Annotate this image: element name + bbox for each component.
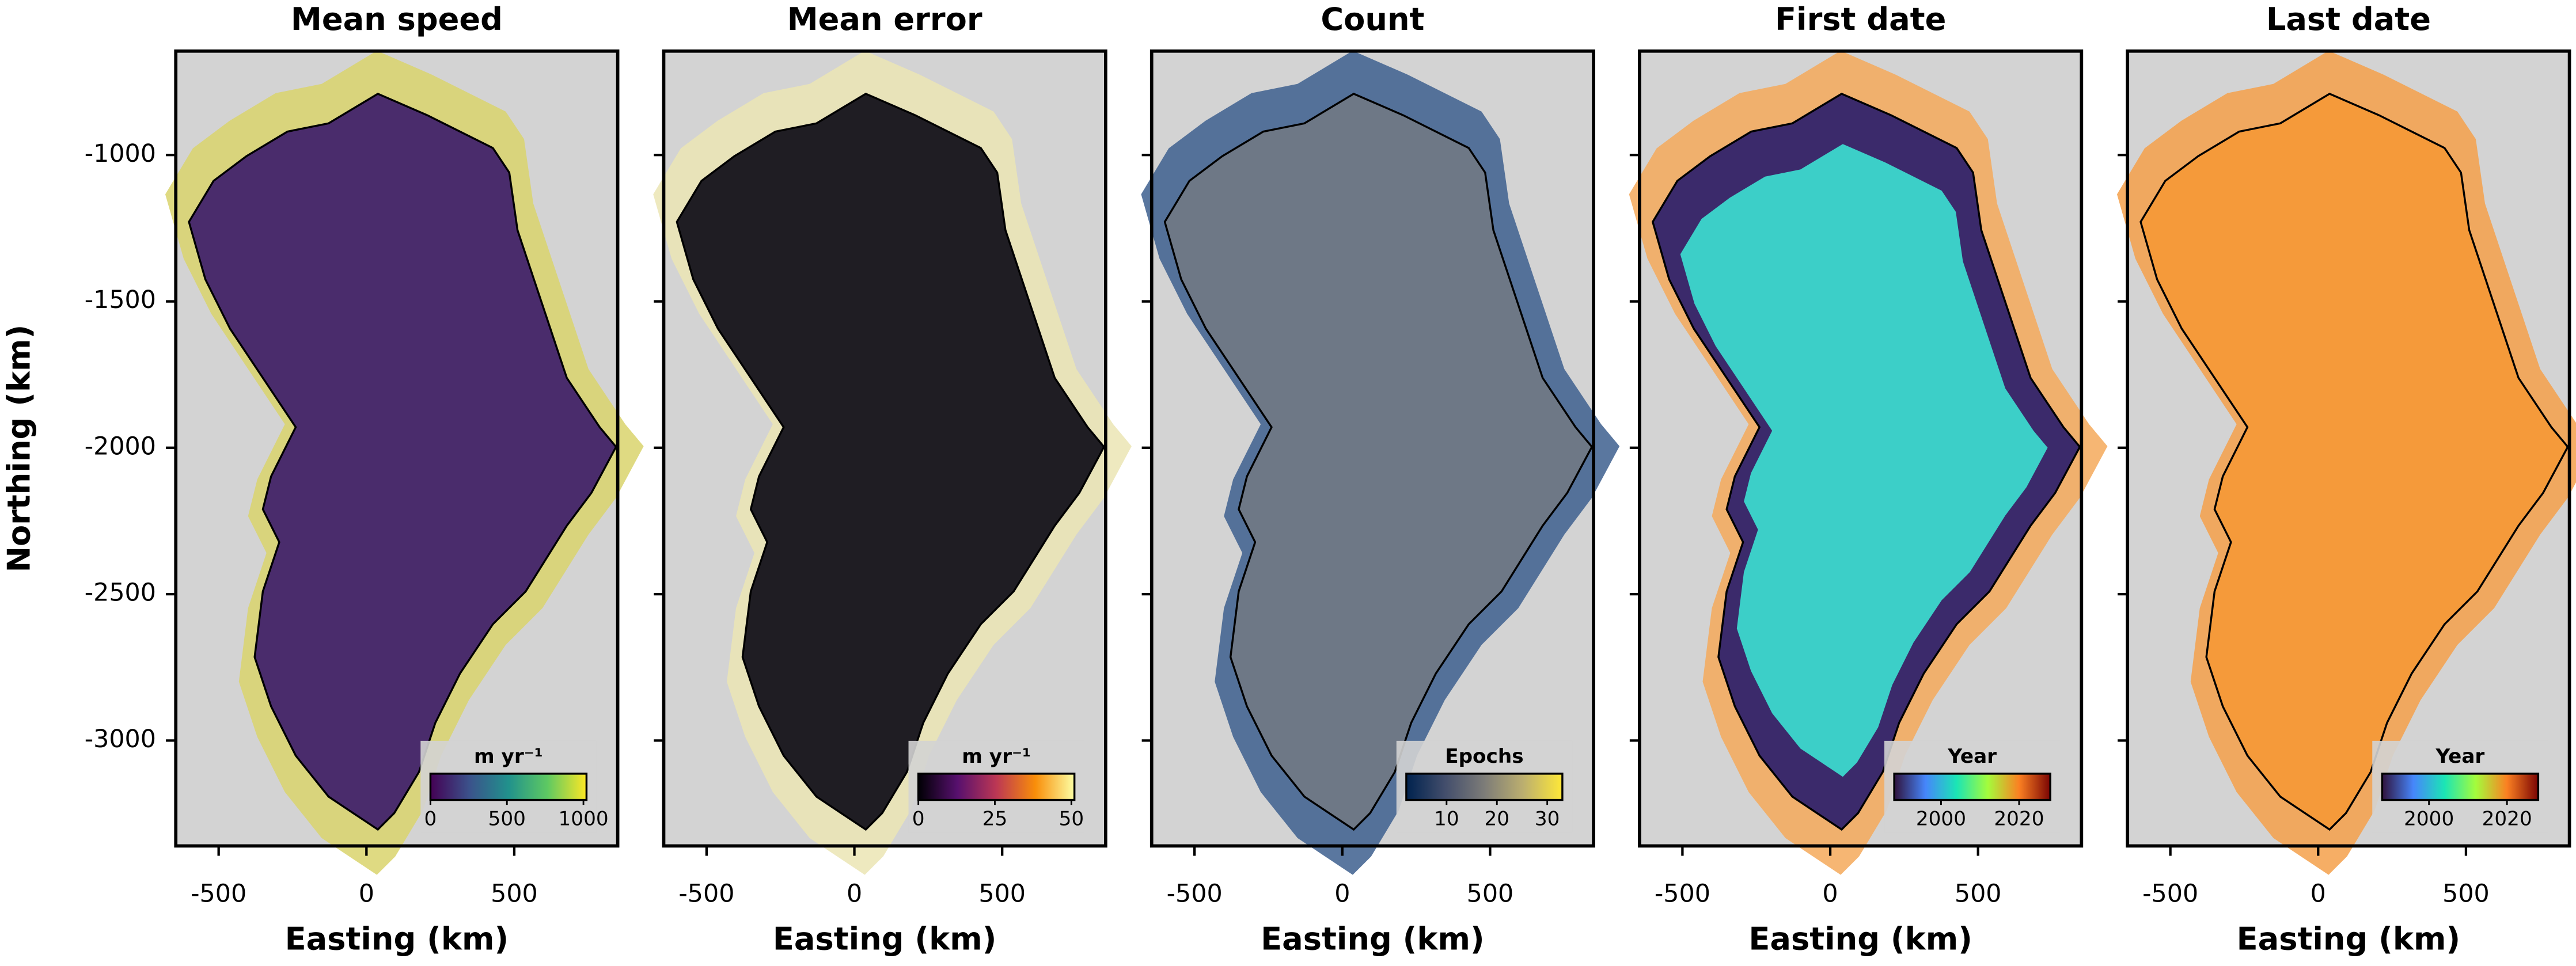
x-tick-label: 0 [359,880,374,908]
ice-sheet [677,93,1104,830]
y-tick-label: -2000 [85,432,156,461]
colorbar-tick-label: 2020 [2482,807,2532,830]
colorbar-tick-label: 0 [912,807,925,830]
colorbar-tick-label: 2000 [2404,807,2454,830]
colorbar-tick-label: 30 [1535,807,1560,830]
coastline [2139,92,2569,831]
colorbar-tick-label: 10 [1434,807,1459,830]
x-tick-label: -500 [678,880,734,908]
y-tick-label: -1500 [85,286,156,314]
x-axis-label: Easting (km) [285,921,509,957]
panel-title: Count [1321,1,1424,37]
colorbar-tick-label: 1000 [559,807,609,830]
y-tick-label: -3000 [85,725,156,754]
x-tick-label: 500 [1955,880,2002,908]
colorbar-label: Year [2435,745,2484,768]
colorbar [429,773,588,801]
x-tick-label: 0 [2311,880,2326,908]
colorbar-tick-label: 50 [1059,807,1084,830]
ice-sheet [1164,93,1592,830]
x-tick-label: -500 [191,880,246,908]
coastline [1163,92,1594,831]
panel-title: First date [1775,1,1946,37]
x-axis-label: Easting (km) [1261,921,1485,957]
coastline [1651,92,2081,831]
x-tick-label: -500 [2142,880,2198,908]
colorbar-tick-label: 2020 [1994,807,2044,830]
colorbar-label: m yr⁻¹ [962,745,1031,768]
x-tick-label: 0 [1334,880,1350,908]
x-tick-label: 0 [847,880,862,908]
colorbar-tick-label: 25 [982,807,1008,830]
x-tick-label: -500 [1655,880,1710,908]
ice-sheet-interior [1680,144,2048,777]
coastline [676,92,1106,831]
x-tick-label: 500 [491,880,538,908]
ice-sheet [2141,93,2568,830]
y-axis-label: Northing (km) [1,325,37,573]
panel-title: Last date [2266,1,2431,37]
x-tick-label: 0 [1822,880,1838,908]
colorbar [2381,773,2540,801]
colorbar-tick-label: 20 [1484,807,1509,830]
x-axis-label: Easting (km) [773,921,997,957]
coastline [188,92,617,831]
x-tick-label: 500 [2442,880,2490,908]
x-tick-label: 500 [1467,880,1514,908]
panel-title: Mean error [787,1,982,37]
y-tick-label: -2500 [85,579,156,607]
colorbar-tick-label: 0 [424,807,437,830]
colorbar [1893,773,2051,801]
x-tick-label: 500 [978,880,1026,908]
ice-sheet [189,93,616,830]
colorbar-label: Epochs [1445,745,1523,768]
colorbar [1405,773,1564,801]
colorbar-tick-label: 2000 [1916,807,1966,830]
colorbar-tick-label: 500 [488,807,526,830]
colorbar-label: m yr⁻¹ [474,745,543,768]
x-tick-label: -500 [1167,880,1223,908]
colorbar [917,773,1076,801]
y-tick-label: -1000 [85,139,156,168]
x-axis-label: Easting (km) [2237,921,2461,957]
colorbar-label: Year [1947,745,1997,768]
panel-title: Mean speed [291,1,503,37]
x-axis-label: Easting (km) [1748,921,1972,957]
